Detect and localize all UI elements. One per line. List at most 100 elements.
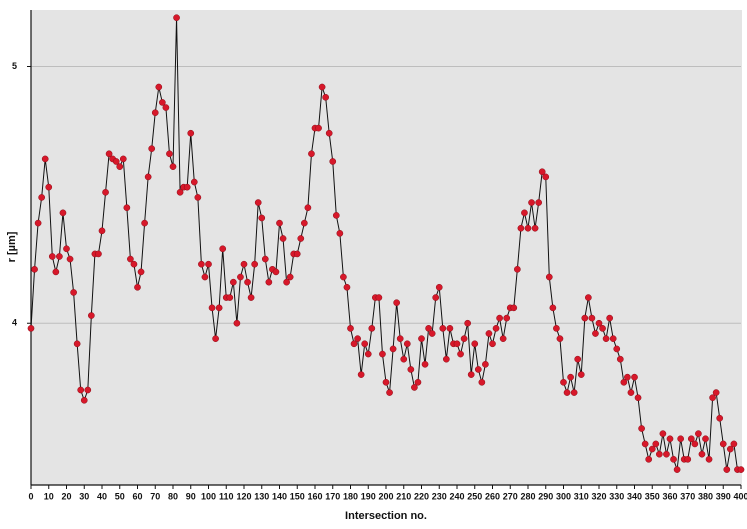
data-point bbox=[712, 389, 720, 396]
data-point bbox=[357, 371, 365, 378]
data-point bbox=[286, 273, 294, 281]
data-point bbox=[645, 455, 653, 463]
data-point bbox=[169, 163, 177, 170]
data-point bbox=[332, 212, 340, 219]
data-point bbox=[702, 435, 709, 443]
data-point bbox=[606, 314, 614, 322]
data-point bbox=[251, 260, 258, 268]
x-tick-label: 400 bbox=[733, 491, 747, 501]
data-point bbox=[670, 455, 677, 463]
data-point bbox=[382, 378, 390, 386]
x-tick-label: 30 bbox=[79, 491, 89, 501]
x-tick-label: 60 bbox=[132, 491, 142, 501]
data-point bbox=[478, 378, 486, 386]
data-point bbox=[656, 450, 663, 458]
data-point bbox=[226, 294, 234, 301]
data-point bbox=[130, 260, 138, 268]
y-axis-title: r [µm] bbox=[6, 231, 18, 262]
data-point bbox=[570, 389, 578, 396]
data-point bbox=[88, 312, 95, 319]
data-point bbox=[435, 283, 443, 291]
data-point bbox=[659, 430, 667, 437]
data-point bbox=[418, 335, 425, 342]
data-point bbox=[467, 371, 475, 378]
data-point bbox=[354, 335, 361, 342]
data-point bbox=[176, 188, 184, 196]
data-point bbox=[521, 209, 528, 217]
data-point bbox=[276, 219, 283, 227]
data-point bbox=[474, 366, 482, 373]
data-point bbox=[620, 378, 628, 386]
x-tick-label: 150 bbox=[290, 491, 305, 501]
data-point bbox=[556, 335, 564, 342]
data-point bbox=[84, 386, 92, 394]
data-point bbox=[585, 294, 592, 301]
data-point bbox=[112, 158, 120, 165]
data-point bbox=[524, 224, 532, 232]
data-point bbox=[446, 325, 454, 332]
data-point bbox=[545, 273, 553, 281]
x-tick-label: 300 bbox=[556, 491, 571, 501]
data-point bbox=[727, 445, 734, 453]
data-point bbox=[414, 378, 422, 386]
data-point bbox=[148, 145, 156, 152]
x-tick-label: 390 bbox=[716, 491, 731, 501]
data-point bbox=[151, 109, 159, 117]
data-point bbox=[627, 389, 635, 396]
data-point bbox=[52, 268, 60, 276]
data-point bbox=[230, 278, 237, 286]
x-tick-label: 270 bbox=[503, 491, 518, 501]
data-point bbox=[361, 340, 369, 348]
x-tick-label: 230 bbox=[432, 491, 447, 501]
data-point bbox=[592, 330, 599, 337]
data-point bbox=[389, 345, 397, 353]
data-point bbox=[98, 227, 106, 235]
data-point bbox=[279, 235, 287, 242]
data-point bbox=[386, 389, 393, 396]
x-tick-label: 40 bbox=[97, 491, 107, 501]
data-point bbox=[616, 355, 624, 363]
y-tick-label: 5 bbox=[12, 61, 17, 71]
x-tick-label: 200 bbox=[378, 491, 393, 501]
data-point bbox=[709, 394, 716, 402]
data-point bbox=[123, 204, 131, 212]
x-tick-label: 210 bbox=[396, 491, 411, 501]
data-point bbox=[663, 450, 670, 458]
data-point bbox=[244, 278, 251, 286]
data-point bbox=[719, 440, 727, 448]
data-point bbox=[403, 340, 411, 348]
data-point bbox=[155, 83, 163, 91]
data-point bbox=[212, 335, 219, 342]
data-point bbox=[489, 340, 496, 348]
data-point bbox=[173, 14, 180, 22]
data-point bbox=[677, 435, 685, 443]
x-tick-label: 380 bbox=[698, 491, 713, 501]
data-point bbox=[510, 304, 518, 312]
x-tick-label: 170 bbox=[325, 491, 340, 501]
data-point bbox=[343, 283, 351, 291]
data-point bbox=[45, 183, 53, 191]
y-tick-label: 4 bbox=[12, 318, 17, 328]
data-point bbox=[485, 330, 493, 337]
data-point bbox=[190, 178, 198, 186]
data-point bbox=[261, 255, 269, 263]
x-tick-label: 310 bbox=[574, 491, 589, 501]
data-point bbox=[73, 340, 81, 348]
data-point bbox=[240, 260, 248, 268]
data-point bbox=[393, 299, 400, 307]
data-point bbox=[127, 255, 134, 263]
data-point bbox=[144, 173, 152, 181]
data-point bbox=[368, 325, 376, 332]
data-point bbox=[208, 304, 216, 312]
data-point bbox=[705, 455, 713, 463]
data-point bbox=[460, 335, 468, 342]
data-point bbox=[297, 235, 305, 242]
data-point bbox=[567, 373, 574, 381]
x-tick-label: 280 bbox=[520, 491, 535, 501]
data-point bbox=[624, 373, 631, 381]
data-point bbox=[237, 273, 244, 281]
data-point bbox=[347, 325, 354, 332]
data-point bbox=[70, 289, 77, 296]
data-point bbox=[691, 440, 699, 448]
data-point bbox=[322, 93, 329, 101]
